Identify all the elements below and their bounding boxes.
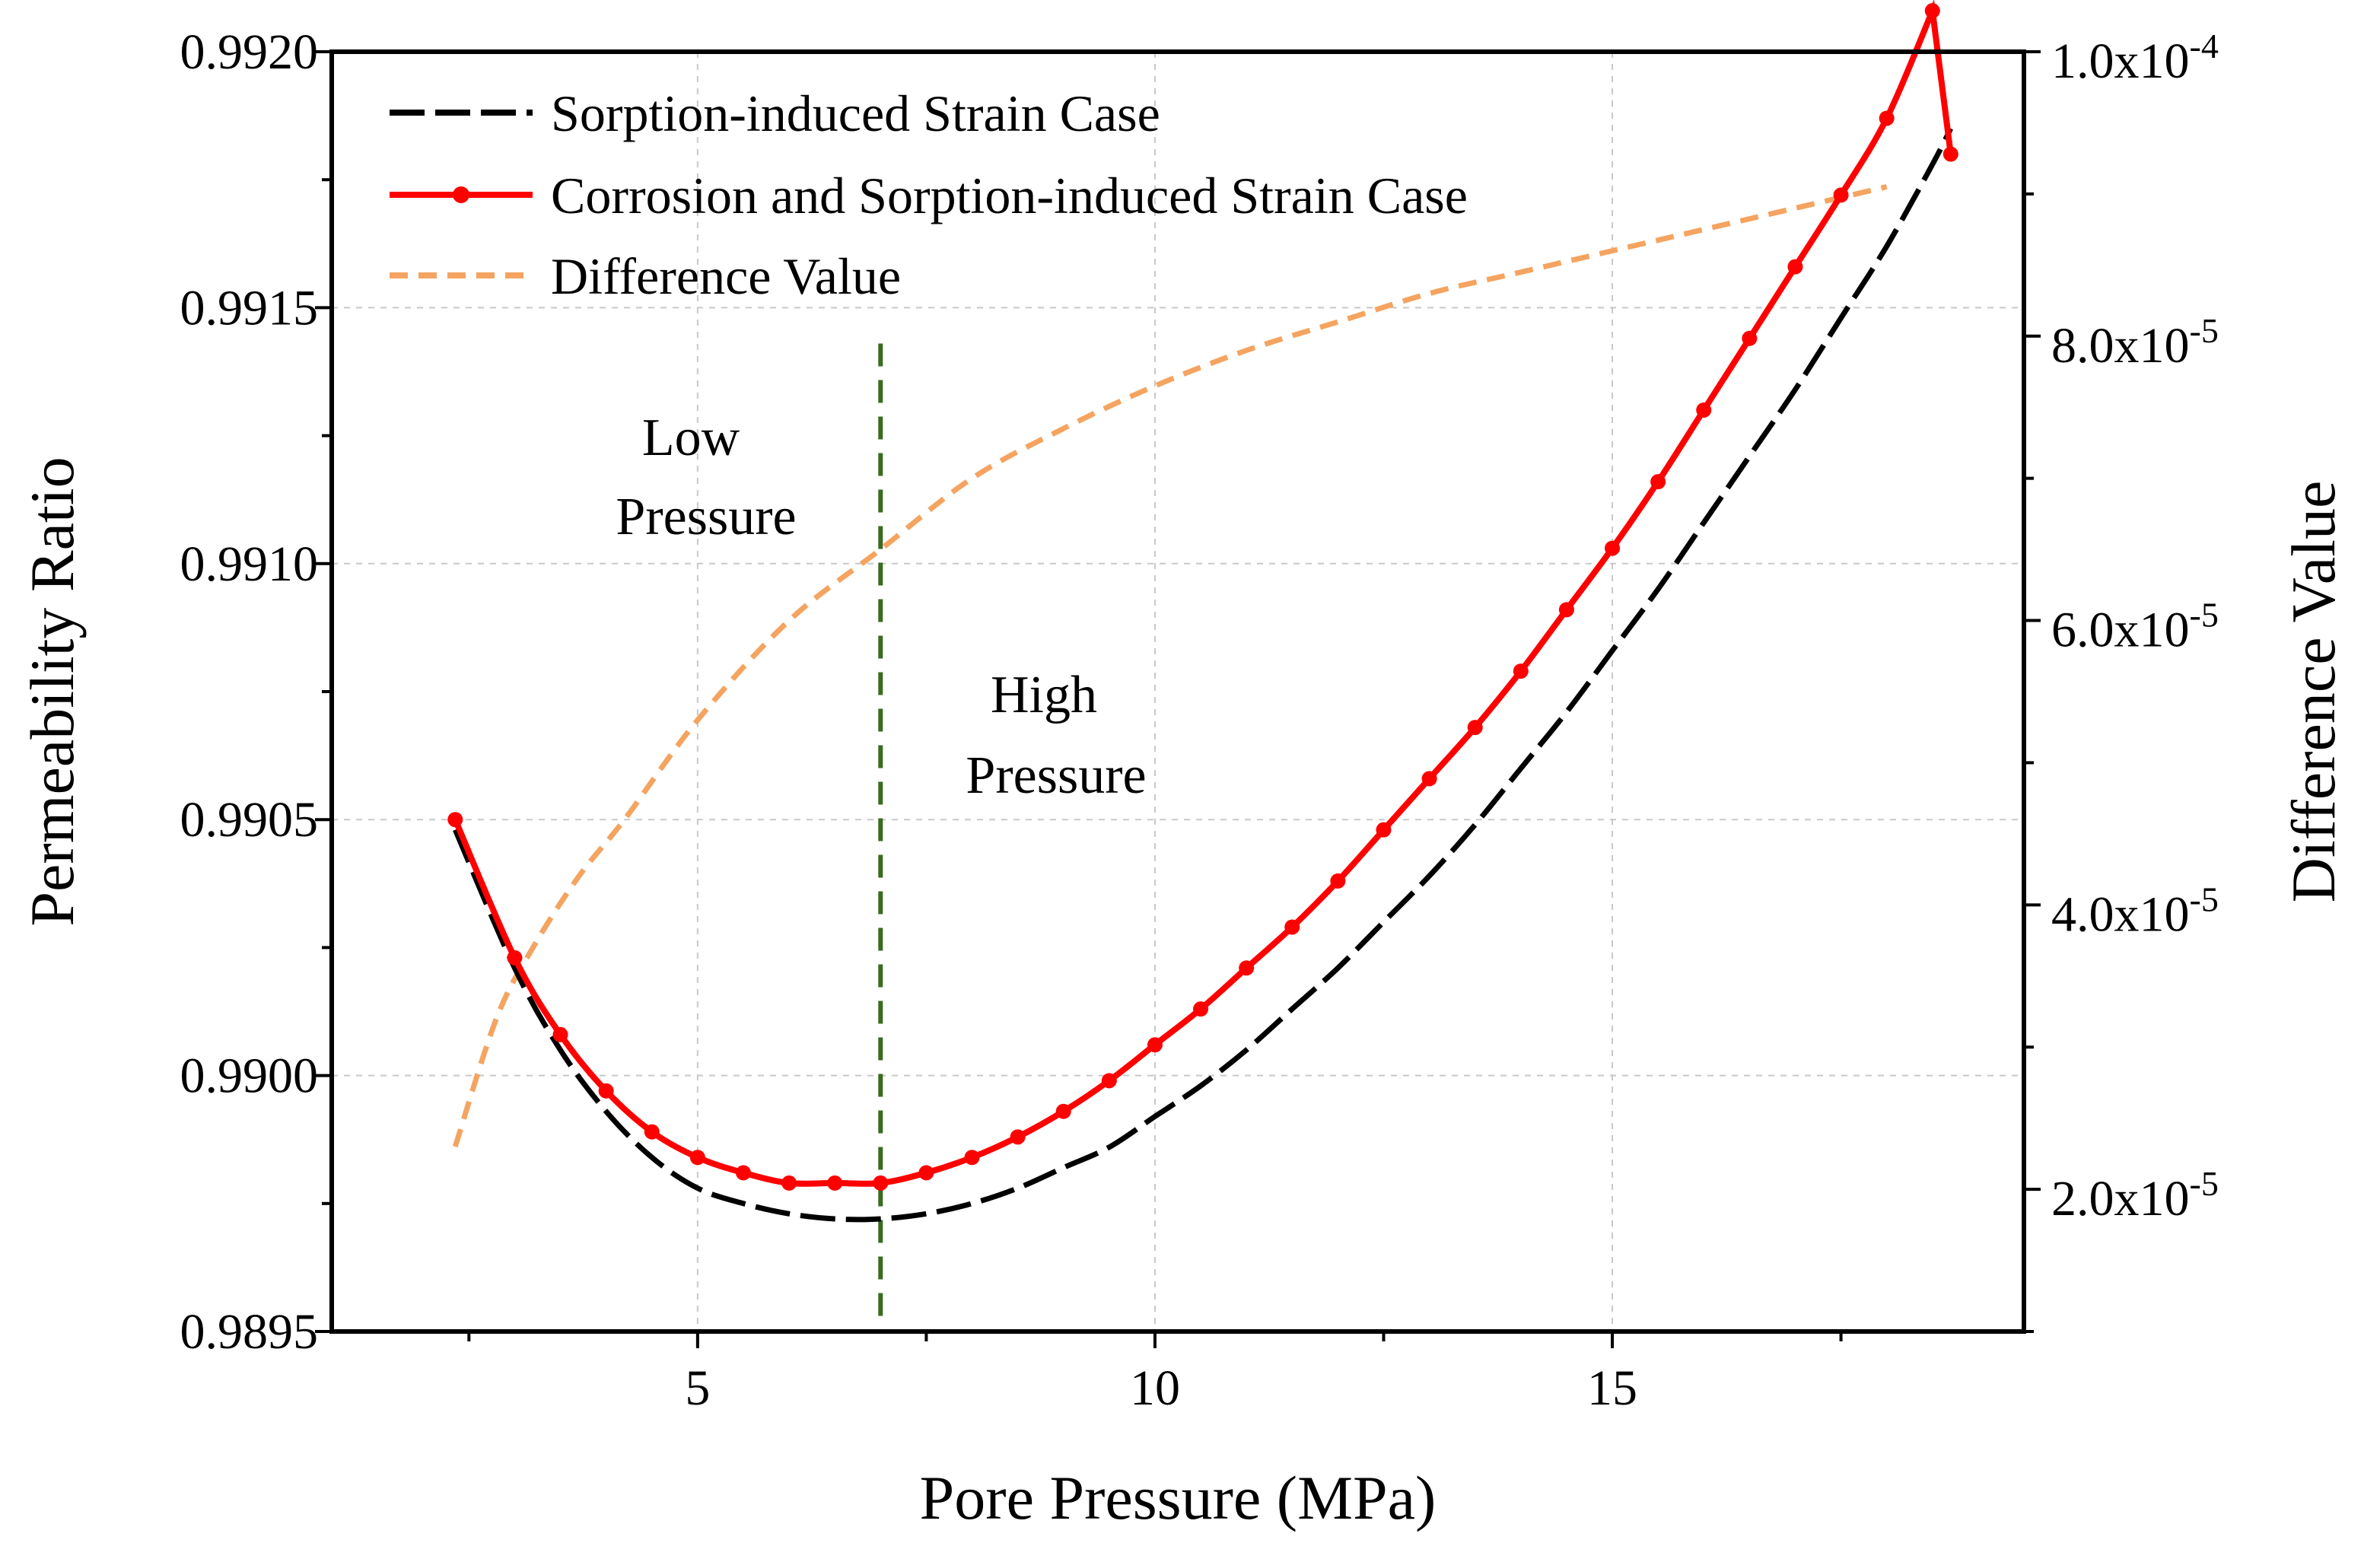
series-corrosion-point <box>873 1175 889 1191</box>
y-tick-label: 0.9910 <box>180 536 319 592</box>
series-corrosion-point <box>447 812 463 828</box>
series-corrosion-point <box>1101 1073 1117 1089</box>
y-tick-label: 0.9905 <box>180 792 319 848</box>
series-difference-line <box>452 184 1888 1148</box>
series-corrosion-point <box>1787 259 1803 275</box>
legend-label-difference: Difference Value <box>551 247 901 305</box>
series-corrosion-point <box>1284 919 1300 935</box>
series-sorption-line <box>453 127 1953 1223</box>
legend: Sorption-induced Strain Case Corrosion a… <box>390 84 1468 305</box>
legend-label-sorption: Sorption-induced Strain Case <box>551 84 1160 142</box>
series-corrosion-point <box>1943 146 1958 162</box>
series-corrosion-point <box>1330 873 1346 889</box>
series-corrosion-point <box>1239 960 1255 976</box>
y-tick-label: 0.9900 <box>180 1048 319 1104</box>
series-corrosion-point <box>1421 771 1437 787</box>
series-corrosion-point <box>1558 602 1574 618</box>
series-corrosion-point <box>1605 540 1621 556</box>
x-axis-title: Pore Pressure (MPa) <box>920 1463 1437 1532</box>
legend-marker-corrosion <box>453 186 469 203</box>
y-tick-label: 0.9920 <box>180 24 319 80</box>
y2-tick-label: 4.0x10-5 <box>2051 880 2219 942</box>
series-corrosion-point <box>1376 822 1392 838</box>
y-axis-left: 0.9895 0.9900 0.9905 0.9910 0.9915 0.992… <box>18 24 318 1360</box>
series-corrosion-point <box>1696 402 1712 418</box>
series-corrosion-point <box>1010 1129 1026 1145</box>
series-layer <box>447 0 1958 1223</box>
series-corrosion-point <box>1055 1103 1071 1119</box>
x-tick-label: 10 <box>1130 1360 1180 1416</box>
y2-axis-title: Difference Value <box>2279 481 2348 903</box>
series-corrosion-point <box>781 1175 797 1191</box>
plot-frame <box>329 49 2026 1334</box>
series-corrosion-point <box>552 1026 568 1042</box>
x-tick-label: 15 <box>1587 1360 1637 1416</box>
series-corrosion-point <box>1879 110 1895 126</box>
series-corrosion-point <box>1147 1037 1163 1053</box>
axis-ticks <box>315 50 2041 1348</box>
series-corrosion-point <box>507 950 523 966</box>
y2-tick-label: 8.0x10-5 <box>2051 311 2219 374</box>
annotation-high: High <box>991 666 1097 724</box>
y-axis-title: Permeability Ratio <box>18 457 87 926</box>
y2-tick-label: 2.0x10-5 <box>2051 1164 2219 1226</box>
series-corrosion-point <box>644 1124 660 1140</box>
annotations: Low Pressure High Pressure <box>616 409 1146 805</box>
series-corrosion-point <box>1924 3 1940 19</box>
annotation-pressure: Pressure <box>616 488 796 546</box>
annotation-pressure: Pressure <box>966 746 1146 805</box>
x-tick-label: 5 <box>685 1360 710 1416</box>
y2-tick-label: 6.0x10-5 <box>2051 596 2219 658</box>
y2-tick-label: 1.0x10-4 <box>2051 27 2219 89</box>
y-tick-label: 0.9915 <box>180 280 319 336</box>
series-corrosion-point <box>964 1150 980 1166</box>
grid <box>332 52 2024 1331</box>
legend-label-corrosion: Corrosion and Sorption-induced Strain Ca… <box>551 167 1468 224</box>
y-axis-right: 2.0x10-5 4.0x10-5 6.0x10-5 8.0x10-5 1.0x… <box>2051 27 2348 1226</box>
x-axis: 5 10 15 Pore Pressure (MPa) <box>685 1360 1637 1532</box>
series-corrosion-point <box>735 1165 751 1181</box>
annotation-low: Low <box>642 409 740 467</box>
series-corrosion-point <box>598 1083 614 1099</box>
series-corrosion-point <box>1650 474 1666 490</box>
y-tick-label: 0.9895 <box>180 1304 319 1360</box>
series-corrosion-point <box>1193 1001 1209 1017</box>
series-corrosion-point <box>689 1150 705 1166</box>
series-corrosion-point <box>1833 187 1849 203</box>
series-corrosion-point <box>1467 720 1483 736</box>
series-corrosion-point <box>918 1165 934 1181</box>
series-corrosion-point <box>1742 330 1758 346</box>
series-corrosion-point <box>827 1175 843 1191</box>
series-corrosion-point <box>1513 663 1529 679</box>
